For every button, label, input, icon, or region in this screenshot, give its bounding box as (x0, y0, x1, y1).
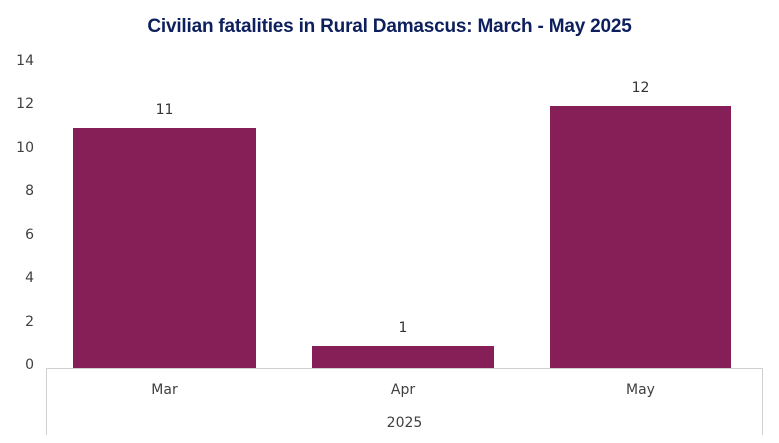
bar-may (550, 106, 731, 368)
bar-apr (312, 346, 494, 368)
y-tick: 4 (25, 270, 34, 286)
y-tick: 2 (25, 314, 34, 330)
data-label: 1 (398, 320, 408, 336)
axis-separator (762, 368, 763, 435)
y-tick: 6 (25, 227, 34, 243)
y-tick: 10 (16, 140, 34, 156)
x-group-label: 2025 (386, 415, 423, 431)
y-tick: 14 (16, 53, 34, 69)
bar-mar (73, 128, 256, 368)
x-tick: Mar (151, 382, 178, 398)
data-label: 11 (155, 102, 174, 118)
y-tick: 0 (25, 357, 34, 373)
x-tick: May (626, 382, 655, 398)
y-tick: 12 (16, 96, 34, 112)
x-tick: Apr (390, 382, 416, 398)
data-label: 12 (631, 80, 650, 96)
y-tick: 8 (25, 183, 34, 199)
x-axis-line (46, 368, 763, 369)
axis-separator (46, 368, 47, 435)
chart-title: Civilian fatalities in Rural Damascus: M… (147, 16, 632, 37)
